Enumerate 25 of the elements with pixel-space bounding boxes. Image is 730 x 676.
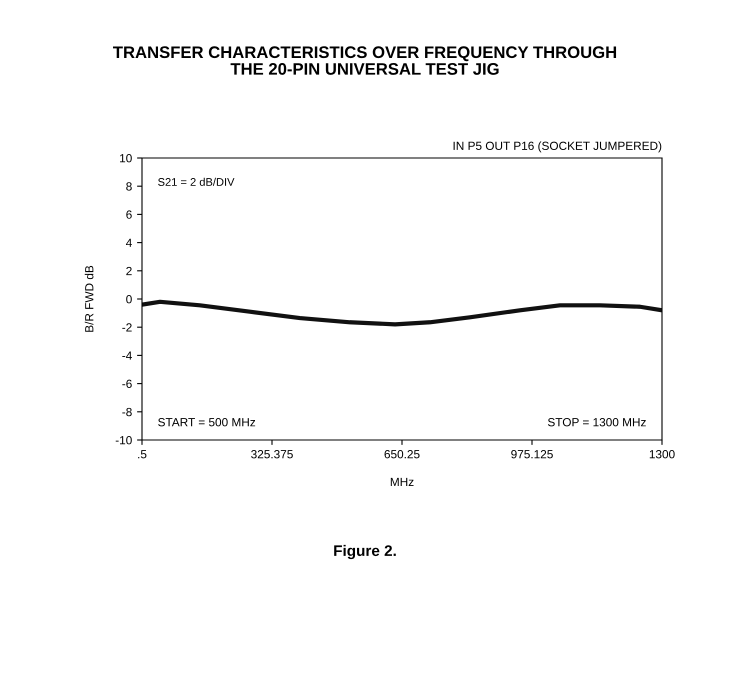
x-tick-label: .5 — [138, 450, 146, 458]
annotation: START = 500 MHz — [158, 418, 256, 426]
x-tick-label: 1300 — [650, 450, 675, 458]
y-tick-label: 0 — [126, 295, 132, 304]
x-tick-label: 325.375 — [251, 450, 293, 458]
y-tick-label: -4 — [122, 352, 132, 360]
caption: Figure 2. — [334, 544, 396, 560]
x-axis-title: MHz — [390, 478, 414, 486]
line-series — [142, 300, 662, 326]
y-tick-label: -8 — [122, 408, 132, 416]
y-tick-label: 2 — [126, 266, 132, 276]
x-tick-label: 650.25 — [384, 450, 420, 458]
chart-title: TRANSFER CHARACTERISTICS OVER FREQUENCY THROUGH THE 20-PIN UNIVERSAL TEST JIG — [113, 46, 616, 75]
y-tick-label: 8 — [126, 182, 132, 191]
text: IN P5 OUT P16 (SOCKET JUMPERED) — [454, 141, 662, 152]
y-tick-label: -6 — [122, 380, 132, 388]
y-tick-label: 4 — [126, 238, 132, 247]
y-axis-title: B/R FWD dB — [84, 266, 94, 332]
y-tick-label: 6 — [126, 210, 132, 219]
annotation: S21 = 2 dB/DIV — [158, 178, 234, 186]
annotation: STOP = 1300 MHz — [548, 418, 646, 426]
x-tick-label: 975.125 — [511, 450, 553, 458]
y-tick-label: -10 — [116, 436, 132, 444]
y-tick-label: 10 — [120, 154, 132, 162]
y-tick-label: -2 — [122, 323, 132, 332]
